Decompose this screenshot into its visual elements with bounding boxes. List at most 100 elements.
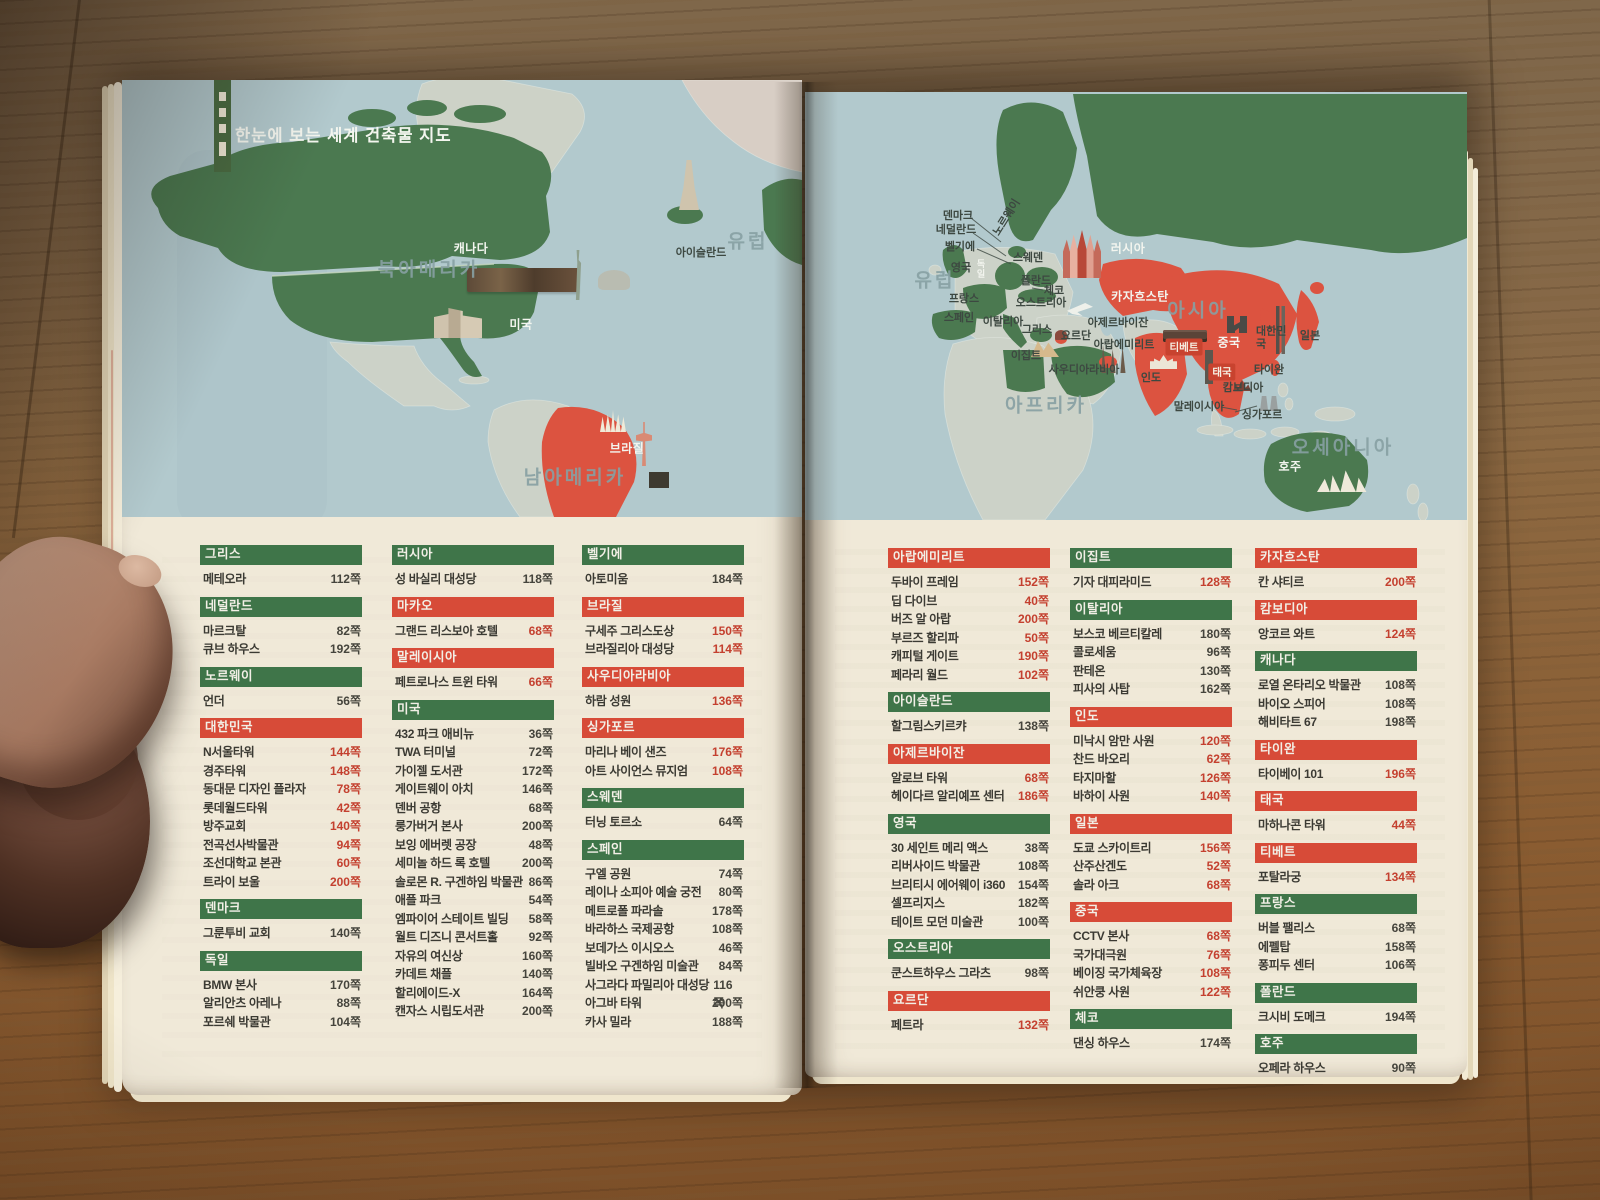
building-name: 테이트 모던 미술관: [891, 914, 983, 929]
page-number: 200쪽: [521, 1004, 553, 1018]
building-row: 바이오 스피어 108쪽: [1255, 695, 1417, 714]
country-block: 아이슬란드 할그림스키르캬 138쪽: [888, 692, 1050, 736]
country-block: 일본 도쿄 스카이트리 156쪽 산주산겐도 52쪽 솔라 아크 68쪽: [1070, 813, 1232, 895]
country-block: 네덜란드 마르크탈 82쪽 큐브 하우스 192쪽: [200, 596, 362, 659]
building-name: 빌바오 구겐하임 미술관: [585, 959, 699, 973]
building-name: 할그림스키르캬: [891, 719, 967, 733]
country-header: 말레이시아: [392, 648, 554, 668]
building-row: 오페라 하우스 90쪽: [1255, 1059, 1417, 1078]
country-header: 요르단: [888, 990, 1050, 1011]
building-row: 구엘 공원 74쪽: [582, 865, 744, 884]
building-row: 리버사이드 박물관 108쪽: [888, 857, 1050, 876]
building-row: TWA 터미널 72쪽: [392, 743, 554, 762]
map-label-japan: 일본: [1299, 330, 1321, 342]
map-label-austria: 오스트리아: [1015, 297, 1067, 309]
building-name: 포르쉐 박물관: [203, 1014, 271, 1029]
map-label-africa: 아프리카: [1005, 395, 1087, 417]
page-number: 186쪽: [1017, 789, 1049, 803]
building-row: 퐁피두 센터 106쪽: [1255, 956, 1417, 975]
country-header: 체코: [1070, 1009, 1232, 1029]
country-header: 티베트: [1255, 842, 1417, 863]
page-number: 108쪽: [1017, 859, 1049, 873]
building-row: 구세주 그리스도상 150쪽: [582, 622, 744, 641]
building-name: 432 파크 애비뉴: [395, 726, 474, 741]
building-row: 432 파크 애비뉴 36쪽: [392, 725, 554, 744]
building-row: 아토미움 184쪽: [582, 570, 744, 589]
building-name: 두바이 프레임: [891, 575, 959, 589]
country-block: 그리스 메테오라 112쪽: [200, 545, 362, 589]
page-number: 162쪽: [1199, 682, 1231, 696]
page-number: 80쪽: [718, 885, 743, 899]
page-number: 52쪽: [1206, 859, 1231, 873]
building-name: 페라리 월드: [891, 667, 948, 682]
map-label-singapore: 싱가포르: [1241, 409, 1283, 421]
page-number: 140쪽: [329, 926, 361, 940]
building-row: 에펠탑 158쪽: [1255, 938, 1417, 957]
building-row: 터닝 토르소 64쪽: [582, 813, 744, 832]
page-number: 100쪽: [1017, 914, 1049, 929]
page-number: 170쪽: [329, 977, 361, 992]
building-name: 보데가스 이시오스: [585, 940, 674, 955]
map-label-kazakhstan: 카자흐스탄: [1111, 289, 1169, 304]
page-number: 92쪽: [528, 930, 553, 944]
country-header: 노르웨이: [200, 666, 362, 687]
building-name: TWA 터미널: [395, 745, 456, 759]
building-name: 사그라다 파밀리아 대성당: [585, 977, 710, 992]
building-row: 룽가버거 본사 200쪽: [392, 817, 554, 836]
page-number: 200쪽: [1384, 575, 1416, 589]
country-block: 체코 댄싱 하우스 174쪽: [1070, 1009, 1232, 1053]
page-number: 68쪽: [528, 800, 553, 815]
page-number: 108쪽: [711, 922, 743, 936]
page-number: 164쪽: [521, 985, 553, 1000]
page-title: 한눈에 보는 세계 건축물 지도: [235, 127, 452, 145]
building-name: CCTV 본사: [1073, 929, 1129, 943]
country-block: 영국 30 세인트 메리 액스 38쪽 리버사이드 박물관 108쪽 브리티시 에어웨이 …: [888, 813, 1050, 932]
country-block: 폴란드 크시비 도메크 194쪽: [1255, 982, 1417, 1027]
country-header: 그리스: [200, 545, 362, 565]
building-name: 그랜드 리스보아 호텔: [395, 623, 498, 638]
page-number: 140쪽: [329, 819, 361, 833]
building-name: 알리안츠 아레나: [203, 996, 282, 1010]
building-name: 카데트 채플: [395, 967, 452, 981]
map-label-france: 프랑스: [948, 293, 980, 305]
building-row: 하람 성원 136쪽: [582, 692, 744, 711]
building-row: 앙코르 와트 124쪽: [1255, 625, 1417, 644]
building-row: 베이징 국가체육장 108쪽: [1070, 964, 1232, 983]
map-label-spain: 스페인: [943, 312, 975, 324]
country-block: 노르웨이 언더 56쪽: [200, 666, 362, 711]
country-block: 브라질 구세주 그리스도상 150쪽 브라질리아 대성당 114쪽: [582, 596, 744, 659]
map-label-netherlands: 네덜란드: [935, 224, 977, 236]
page-number: 54쪽: [528, 893, 553, 907]
country-block: 태국 마하나콘 타워 44쪽: [1255, 791, 1417, 835]
page-number: 94쪽: [336, 837, 361, 852]
building-name: 퐁피두 센터: [1258, 958, 1315, 972]
building-row: 덴버 공항 68쪽: [392, 799, 554, 818]
map-label-canada: 캐나다: [453, 241, 489, 256]
building-row: 롯데월드타워 42쪽: [200, 799, 362, 818]
map-label-iceland: 아이슬란드: [675, 247, 727, 259]
building-row: 트라이 보울 200쪽: [200, 873, 362, 892]
country-block: 캄보디아 앙코르 와트 124쪽: [1255, 599, 1417, 644]
building-name: 보스코 베르티칼레: [1073, 626, 1162, 641]
building-row: 알로브 타워 68쪽: [888, 769, 1050, 788]
building-row: 해비타트 67 198쪽: [1255, 713, 1417, 732]
page-number: 200쪽: [521, 819, 553, 833]
building-name: 큐브 하우스: [203, 642, 260, 656]
map-label-malaysia: 말레이시아: [1173, 401, 1225, 413]
country-block: 타이완 타이베이 101 196쪽: [1255, 739, 1417, 784]
building-row: 게이트웨이 아치 146쪽: [392, 780, 554, 799]
bookmark-notch: [219, 124, 226, 133]
building-name: 알로브 타워: [891, 770, 948, 785]
country-header: 인도: [1070, 706, 1232, 727]
page-number: 118쪽: [522, 572, 553, 586]
building-row: 기자 대피라미드 128쪽: [1070, 573, 1232, 592]
country-header: 이탈리아: [1070, 599, 1232, 620]
country-header: 마카오: [392, 596, 554, 617]
building-row: 할그림스키르캬 138쪽: [888, 717, 1050, 736]
building-name: 애플 파크: [395, 893, 441, 907]
building-name: 캔자스 시립도서관: [395, 1004, 484, 1018]
page-number: 86쪽: [528, 874, 553, 889]
building-row: 큐브 하우스 192쪽: [200, 640, 362, 659]
page-number: 108쪽: [1384, 678, 1416, 692]
page-number: 56쪽: [336, 693, 361, 708]
